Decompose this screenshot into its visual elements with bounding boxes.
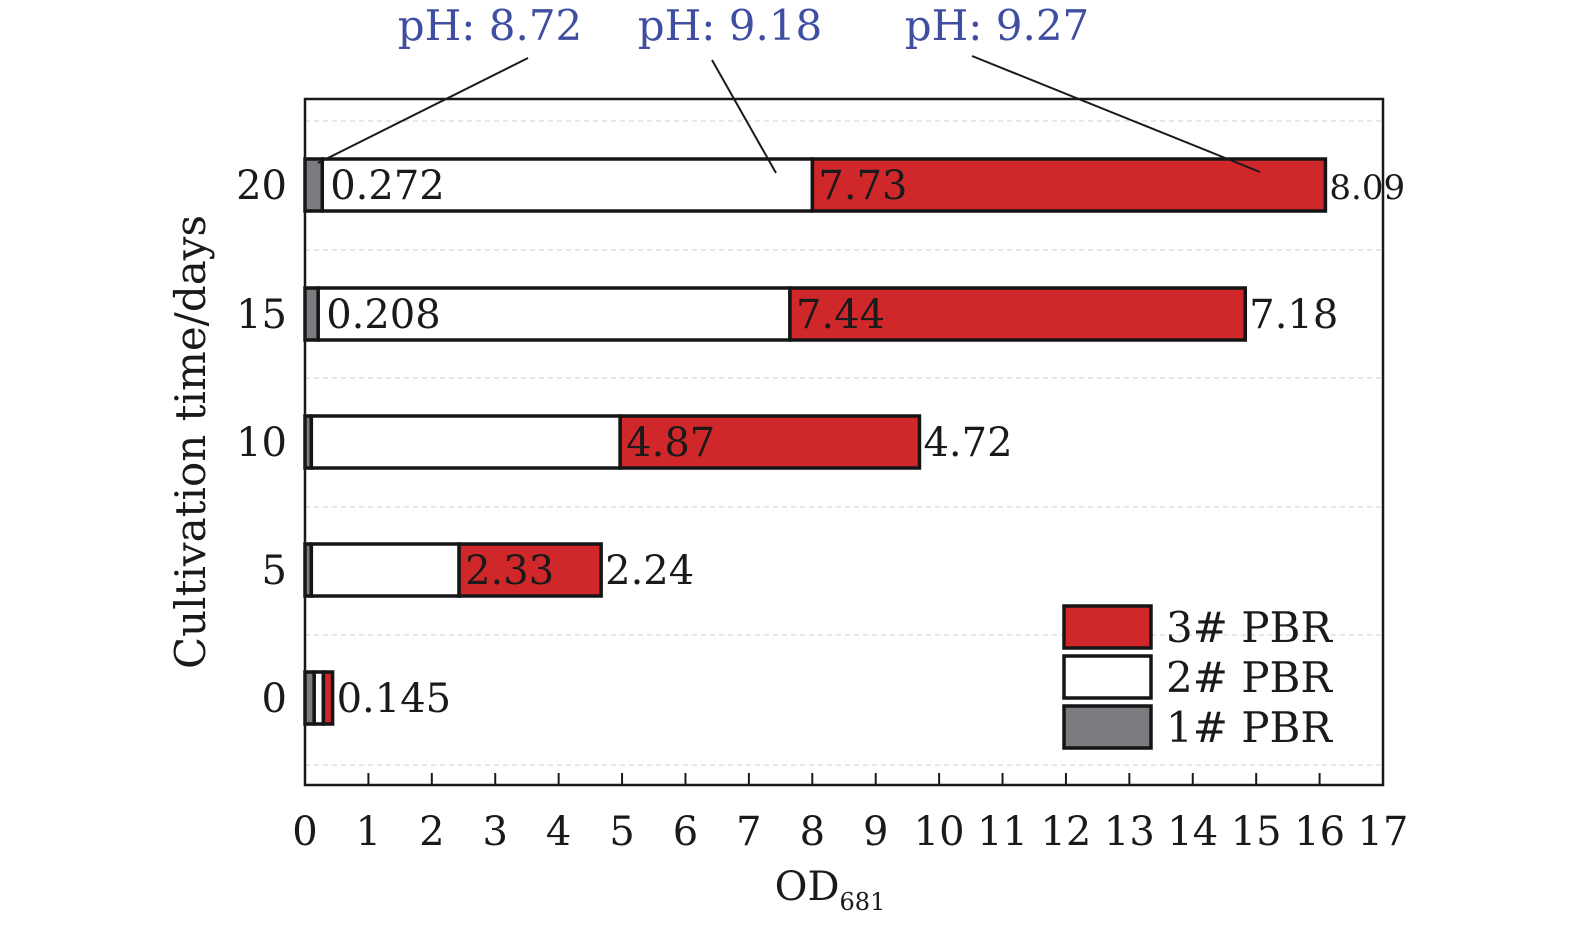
x-tick-label: 12: [1040, 809, 1091, 855]
x-axis-label: OD681: [775, 864, 886, 916]
y-tick-label: 10: [236, 420, 287, 466]
x-tick-label: 15: [1231, 809, 1282, 855]
data-label: 7.73: [818, 163, 907, 209]
legend-label: 1# PBR: [1166, 703, 1333, 752]
data-label: 0.145: [337, 676, 452, 722]
bar-2pbr-day5: [309, 542, 461, 598]
legend-label: 3# PBR: [1166, 603, 1333, 652]
x-tick-label: 3: [483, 809, 508, 855]
legend-swatch: [1062, 604, 1153, 650]
data-label: 0.208: [326, 292, 441, 338]
x-tick-label: 4: [546, 809, 571, 855]
bar-3pbr-day5: [457, 542, 603, 598]
data-label: 8.09: [1329, 168, 1405, 208]
x-tick-label: 16: [1294, 809, 1345, 855]
bar-2pbr-day20: [320, 157, 815, 213]
x-tick-label: 9: [863, 809, 888, 855]
data-label: 7.18: [1249, 292, 1338, 338]
plot-frame: [303, 97, 1385, 787]
y-tick-label: 5: [262, 548, 287, 594]
data-label: 2.33: [465, 548, 554, 594]
bar-1pbr-day20: [303, 157, 324, 213]
data-label: 4.87: [626, 420, 715, 466]
x-tick-label: 7: [736, 809, 761, 855]
x-tick-label: 10: [914, 809, 965, 855]
x-tick-label: 13: [1104, 809, 1155, 855]
legend-swatch: [1062, 704, 1153, 750]
legend-label: 2# PBR: [1166, 653, 1333, 702]
x-tick-label: 6: [673, 809, 698, 855]
bar-3pbr-day15: [788, 286, 1248, 342]
annotation-leader-line: [711, 59, 777, 174]
ph-annotation: pH: 8.72: [398, 1, 583, 50]
bar-3pbr-day20: [810, 157, 1328, 213]
annotation-leader-line: [971, 55, 1261, 173]
x-tick-label: 14: [1167, 809, 1218, 855]
bar-2pbr-day10: [309, 414, 622, 470]
ph-annotation: pH: 9.27: [905, 1, 1090, 50]
x-tick-label: 1: [356, 809, 381, 855]
bar-2pbr-day15: [316, 286, 792, 342]
y-axis-label: Cultivation time/days: [166, 215, 215, 669]
legend-swatch: [1062, 654, 1153, 700]
ph-annotation: pH: 9.18: [638, 1, 823, 50]
bar-3pbr-day0: [321, 670, 335, 726]
y-tick-label: 15: [236, 292, 287, 338]
x-tick-label: 0: [292, 809, 317, 855]
data-label: 2.24: [605, 548, 694, 594]
bar-1pbr-day15: [303, 286, 320, 342]
x-tick-label: 11: [977, 809, 1028, 855]
x-tick-label: 2: [419, 809, 444, 855]
data-label: 4.72: [923, 420, 1012, 466]
annotation-leader-line: [317, 57, 529, 164]
x-tick-label: 5: [609, 809, 634, 855]
x-tick-label: 8: [800, 809, 825, 855]
data-label: 7.44: [796, 292, 885, 338]
y-tick-label: 20: [236, 163, 287, 209]
x-tick-label: 17: [1358, 809, 1409, 855]
data-label: 0.272: [330, 163, 445, 209]
y-tick-label: 0: [262, 676, 287, 722]
bar-3pbr-day10: [618, 414, 922, 470]
